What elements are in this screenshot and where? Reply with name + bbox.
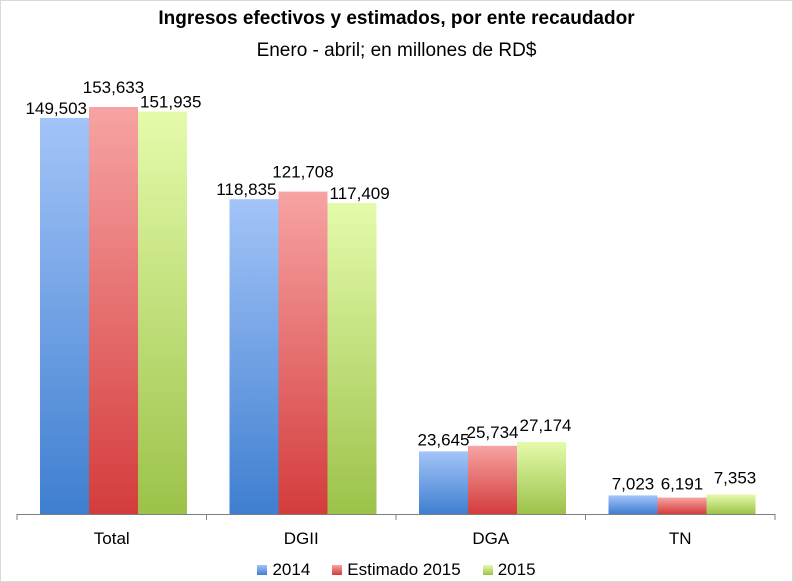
- legend-swatch: [482, 565, 493, 575]
- data-label: 25,734: [467, 423, 519, 442]
- bar-total-estimado-2015: [89, 107, 138, 514]
- data-label: 117,409: [330, 184, 390, 203]
- chart-subtitle: Enero - abril; en millones de RD$: [256, 40, 537, 61]
- data-label: 153,633: [83, 78, 144, 97]
- bar-tn-estimado-2015: [657, 497, 707, 514]
- data-label: 121,708: [272, 163, 333, 182]
- legend-label: 2015: [497, 560, 536, 579]
- bar-total-2014: [40, 117, 89, 514]
- data-label: 7,353: [714, 469, 757, 488]
- chart-title: Ingresos efectivos y estimados, por ente…: [158, 8, 635, 29]
- legend-swatch: [332, 565, 343, 575]
- bar-dgii-estimado-2015: [278, 191, 328, 514]
- legend-label: Estimado 2015: [347, 560, 461, 579]
- bar-dgii-2014: [229, 199, 279, 514]
- bar-tn-2014: [608, 495, 658, 514]
- legend-item: Estimado 2015: [332, 560, 461, 580]
- data-label: 118,835: [216, 180, 276, 199]
- bar-dga-estimado-2015: [468, 445, 517, 514]
- legend-swatch: [257, 565, 268, 575]
- data-label: 27,174: [520, 416, 572, 435]
- category-label: DGA: [472, 529, 510, 548]
- bar-dga-2015: [517, 442, 566, 514]
- category-label: DGII: [284, 529, 319, 548]
- data-label: 7,023: [612, 474, 655, 493]
- legend: 2014 Estimado 2015 2015: [0, 560, 793, 580]
- category-label: Total: [94, 529, 130, 548]
- bar-dgii-2015: [327, 202, 377, 514]
- bar-total-2015: [138, 111, 187, 514]
- data-label: 6,191: [661, 475, 704, 494]
- legend-item: 2014: [257, 560, 310, 580]
- data-label: 151,935: [140, 92, 201, 111]
- category-label: TN: [669, 529, 692, 548]
- data-label: 149,503: [26, 99, 87, 118]
- legend-item: 2015: [482, 560, 536, 580]
- bar-dga-2014: [419, 451, 468, 514]
- legend-label: 2014: [272, 560, 311, 579]
- data-label: 23,645: [418, 430, 470, 449]
- bar-tn-2015: [706, 494, 756, 514]
